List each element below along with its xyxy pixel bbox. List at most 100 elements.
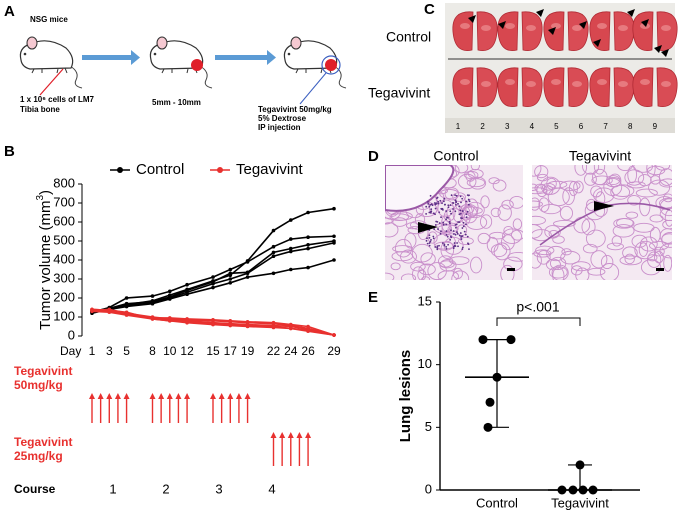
nucleus (453, 242, 456, 244)
mouse-ear (26, 36, 38, 50)
alveolus (465, 171, 476, 182)
alveolus (635, 188, 658, 198)
nucleus (452, 233, 455, 235)
alveolus (427, 262, 447, 280)
data-point (185, 317, 189, 321)
data-point (167, 316, 172, 320)
nucleus (425, 205, 428, 208)
nucleus (447, 243, 450, 246)
nucleus (453, 245, 455, 248)
panel-label: B (4, 143, 15, 160)
alveolus (433, 233, 456, 251)
caption: 5mm - 10mm (152, 98, 201, 107)
alveolus (661, 233, 672, 245)
nucleus (442, 200, 445, 203)
data-point (288, 326, 293, 331)
alveolus (400, 249, 417, 264)
nucleus (457, 245, 459, 248)
alveolus (647, 254, 658, 262)
lung-shine (481, 81, 491, 87)
alveolus (427, 231, 438, 244)
dose-arrow-head (270, 432, 277, 438)
flow-arrow-head (267, 50, 276, 65)
alveolus (465, 214, 488, 230)
alveolus (480, 195, 490, 209)
alveolus (585, 229, 606, 248)
alveolus (536, 250, 551, 265)
lung-shine (481, 25, 491, 31)
alveolus (616, 217, 634, 228)
legend-marker (217, 167, 223, 173)
nucleus (425, 213, 428, 215)
nucleus (436, 246, 439, 249)
alveolus (582, 165, 600, 175)
alveolus (462, 205, 478, 224)
alveolus (466, 178, 486, 188)
nucleus (449, 210, 452, 213)
alveolus (500, 234, 515, 251)
alveolus (659, 197, 672, 209)
alveolus (663, 254, 672, 272)
data-point (245, 319, 250, 324)
alveolus (545, 258, 561, 271)
nucleus (455, 203, 457, 206)
histology-texture (385, 165, 523, 280)
nucleus (459, 209, 462, 212)
alveolus (574, 165, 587, 176)
alveolus (646, 165, 656, 178)
lung-shine (618, 25, 628, 31)
y-tick-label: 15 (418, 293, 432, 308)
caption: Tegavivint 50mg/kg (258, 105, 332, 114)
data-point (588, 485, 598, 495)
alveolus (418, 263, 436, 276)
alveolus (553, 220, 576, 228)
data-point (271, 324, 276, 329)
airway (385, 165, 455, 212)
nucleus (445, 210, 448, 212)
data-point (271, 271, 276, 276)
nucleus (446, 235, 449, 238)
y-axis-label-part: 3 (35, 195, 46, 201)
nucleus (468, 248, 470, 251)
panel-label: D (368, 148, 379, 165)
nucleus (454, 194, 457, 197)
alveolus (410, 261, 426, 272)
data-point (124, 311, 129, 316)
alveolus (570, 265, 583, 276)
nucleus (461, 217, 463, 220)
nucleus (460, 201, 462, 204)
alveolus (649, 241, 669, 251)
lung-shine (551, 23, 561, 29)
alveolus (501, 199, 514, 210)
lung-shine (661, 81, 671, 87)
alveolus (535, 245, 555, 256)
nucleus (465, 223, 467, 226)
nucleus (463, 230, 466, 233)
alveolus (390, 262, 401, 271)
nucleus (449, 204, 452, 206)
alveolus (606, 242, 624, 251)
nucleus (459, 212, 462, 215)
caption: Tibia bone (20, 105, 60, 114)
y-tick-label: 10 (418, 356, 432, 371)
lesion-arrow (654, 45, 662, 53)
legend-marker (117, 167, 123, 173)
data-point (568, 485, 578, 495)
nucleus (461, 197, 464, 200)
lesion-arrow (579, 21, 587, 29)
alveolus (534, 165, 549, 179)
alveolus (627, 195, 641, 206)
dose-arrow-head (166, 393, 173, 399)
data-point (107, 307, 112, 312)
ruler-number: 8 (628, 122, 633, 131)
alveolus (469, 176, 487, 190)
alveolus (584, 172, 597, 186)
alveolus (510, 229, 523, 241)
data-point (211, 281, 215, 286)
alveolus (624, 169, 645, 186)
lesion-arrow (627, 9, 635, 17)
alveolus (435, 191, 445, 204)
nucleus (432, 235, 435, 238)
pointer (39, 68, 64, 96)
nucleus (441, 202, 443, 205)
